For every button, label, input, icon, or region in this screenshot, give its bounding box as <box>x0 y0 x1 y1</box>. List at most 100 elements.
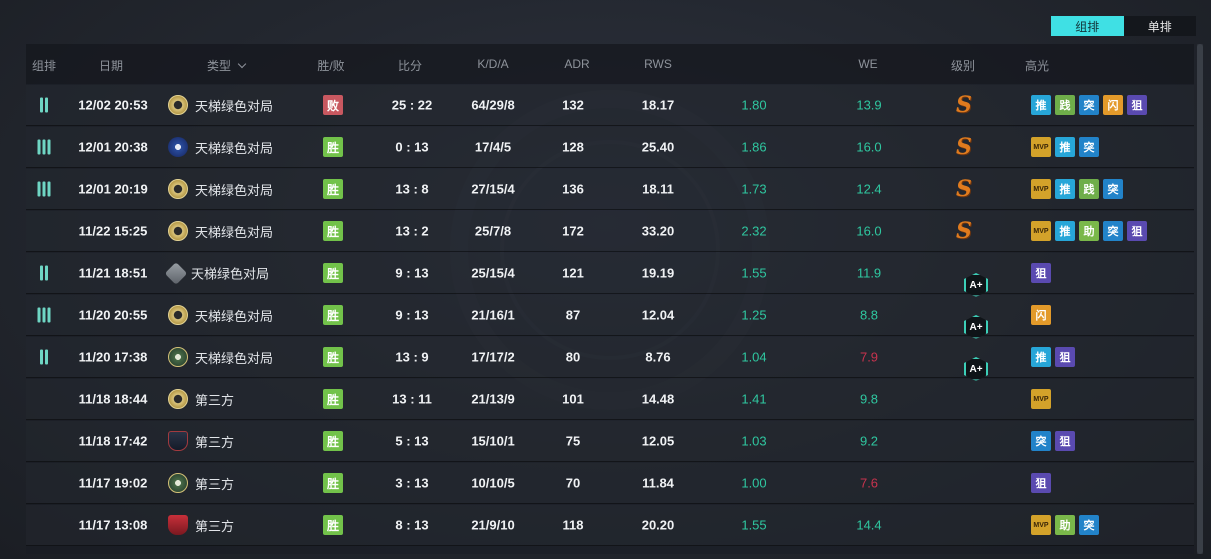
match-type-label: 天梯绿色对局 <box>195 308 274 324</box>
match-score: 8 : 13 <box>395 517 429 533</box>
match-history-panel <box>26 44 1194 554</box>
map-emblem-icon <box>168 305 188 325</box>
match-rws: 20.20 <box>641 517 675 533</box>
highlights: 闪 <box>1031 305 1051 325</box>
team-queue-indicator <box>40 349 48 365</box>
match-date: 11/17 13:08 <box>78 517 148 533</box>
highlight-assist-icon: 助 <box>1079 221 1099 241</box>
highlights: 突狙 <box>1031 431 1075 451</box>
tab-team-queue[interactable]: 组排 <box>1051 16 1124 36</box>
table-row[interactable]: 11/18 17:42 第三方 胜 5 : 13 15/10/1 75 12.05 1.03 9… <box>26 421 1194 462</box>
table-row[interactable]: 11/20 20:55 天梯绿色对局 胜 9 : 13 21/16/1 87 12.04 1.… <box>26 295 1194 339</box>
highlight-mvp-icon: MVP <box>1031 221 1051 241</box>
match-kda: 64/29/8 <box>471 97 515 113</box>
highlight-push-icon: 推 <box>1055 179 1075 199</box>
table-row[interactable]: 12/01 20:38 天梯绿色对局 胜 0 : 13 17/4/5 128 25.40 1.… <box>26 127 1194 168</box>
match-date: 11/22 15:25 <box>78 223 148 239</box>
match-adr: 128 <box>562 139 584 155</box>
match-date: 12/01 20:38 <box>78 139 148 155</box>
table-row[interactable]: 11/21 18:51 天梯绿色对局 胜 9 : 13 25/15/4 121 19.19 1… <box>26 253 1194 297</box>
table-row[interactable]: 11/18 18:44 第三方 胜 13 : 11 21/13/9 101 14.48 1.4… <box>26 379 1194 420</box>
match-type-label: 天梯绿色对局 <box>195 224 274 240</box>
scrollbar-thumb[interactable] <box>1197 44 1203 554</box>
highlights: 狙 <box>1031 263 1051 283</box>
match-date: 11/18 17:42 <box>78 433 148 449</box>
highlight-assault-icon: 突 <box>1103 179 1123 199</box>
header-highlights: 高光 <box>1024 59 1050 73</box>
match-kda: 21/13/9 <box>471 391 515 407</box>
match-score: 25 : 22 <box>391 97 433 113</box>
table-row[interactable]: 11/22 15:25 天梯绿色对局 胜 13 : 2 25/7/8 172 33.20 2.… <box>26 211 1194 252</box>
scrollbar[interactable] <box>1197 44 1203 554</box>
highlights: MVP <box>1031 389 1051 409</box>
map-emblem-icon <box>168 347 188 367</box>
highlight-assist-icon: 助 <box>1055 515 1075 535</box>
match-adr: 121 <box>562 265 584 281</box>
team-queue-indicator <box>37 139 51 155</box>
map-emblem-icon <box>168 137 188 157</box>
match-adr: 101 <box>562 391 584 407</box>
match-score: 9 : 13 <box>395 265 429 281</box>
match-adr: 172 <box>562 223 584 239</box>
header-type[interactable]: 类型 <box>207 57 247 74</box>
match-rating: 1.80 <box>741 97 767 113</box>
match-type: 天梯绿色对局 <box>168 179 273 199</box>
match-rating: 1.55 <box>741 265 767 281</box>
table-row[interactable]: 12/02 20:53 天梯绿色对局 败 25 : 22 64/29/8 132 18.17… <box>26 85 1194 126</box>
match-we: 11.9 <box>856 265 882 281</box>
rank-s-icon: S <box>956 134 972 160</box>
map-emblem-icon <box>168 431 188 451</box>
highlight-push-icon: 推 <box>1031 347 1051 367</box>
match-type: 天梯绿色对局 <box>168 305 273 325</box>
match-type-label: 天梯绿色对局 <box>195 182 274 198</box>
match-type-label: 天梯绿色对局 <box>195 140 274 156</box>
match-we: 7.6 <box>859 475 879 491</box>
table-row[interactable]: 11/17 19:02 第三方 胜 3 : 13 10/10/5 70 11.84 1.00 7… <box>26 463 1194 504</box>
highlight-snipe-icon: 狙 <box>1127 221 1147 241</box>
match-type-label: 天梯绿色对局 <box>195 98 274 114</box>
match-type-label: 天梯绿色对局 <box>195 350 274 366</box>
match-type-label: 第三方 <box>195 392 235 408</box>
match-type: 天梯绿色对局 <box>168 137 273 157</box>
match-we: 16.0 <box>856 139 882 155</box>
highlights: MVP 助突 <box>1031 515 1099 535</box>
match-adr: 75 <box>565 433 581 449</box>
highlight-mvp-icon: MVP <box>1031 389 1051 409</box>
match-rws: 19.19 <box>641 265 675 281</box>
highlight-snipe-icon: 狙 <box>1055 347 1075 367</box>
match-rws: 12.05 <box>641 433 675 449</box>
header-adr: ADR <box>564 57 590 71</box>
match-we: 12.4 <box>856 181 882 197</box>
table-row[interactable]: 11/20 17:38 天梯绿色对局 胜 13 : 9 17/17/2 80 8.76 1.0… <box>26 337 1194 381</box>
map-emblem-icon <box>168 179 188 199</box>
tab-solo-queue[interactable]: 单排 <box>1147 19 1172 34</box>
loss-badge: 败 <box>323 95 343 115</box>
match-type: 天梯绿色对局 <box>168 347 273 367</box>
win-badge: 胜 <box>323 263 343 283</box>
match-rating: 1.86 <box>741 139 767 155</box>
match-we: 16.0 <box>856 223 882 239</box>
table-row[interactable]: 12/01 20:19 天梯绿色对局 胜 13 : 8 27/15/4 136 18.11 1… <box>26 169 1194 210</box>
win-badge: 胜 <box>323 305 343 325</box>
map-emblem-icon <box>168 473 188 493</box>
match-rating: 2.32 <box>741 223 767 239</box>
table-row[interactable]: 11/17 13:08 第三方 胜 8 : 13 21/9/10 118 20.20 1.55… <box>26 505 1194 546</box>
match-type: 天梯绿色对局 <box>168 221 273 241</box>
rank-a-plus-icon: A+ <box>964 315 988 339</box>
win-badge: 胜 <box>323 431 343 451</box>
match-we: 9.2 <box>859 433 879 449</box>
match-adr: 118 <box>562 517 584 533</box>
highlight-snipe-icon: 狙 <box>1031 473 1051 493</box>
map-emblem-icon <box>168 221 188 241</box>
match-rating: 1.73 <box>741 181 767 197</box>
match-we: 8.8 <box>859 307 879 323</box>
match-type-label: 第三方 <box>195 518 235 534</box>
highlight-push-icon: 推 <box>1031 95 1051 115</box>
team-queue-indicator <box>37 181 51 197</box>
highlight-snipe-icon: 狙 <box>1031 263 1051 283</box>
match-rating: 1.00 <box>741 475 767 491</box>
highlight-ace-icon: 践 <box>1079 179 1099 199</box>
match-date: 12/02 20:53 <box>78 97 148 113</box>
match-rating: 1.55 <box>741 517 767 533</box>
match-rating: 1.04 <box>741 349 767 365</box>
